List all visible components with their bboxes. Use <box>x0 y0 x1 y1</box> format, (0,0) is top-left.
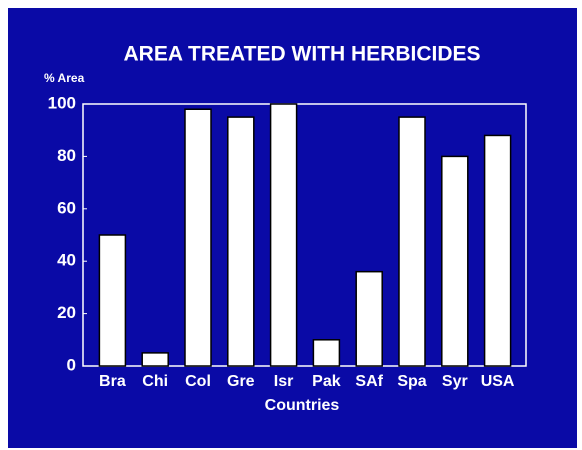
x-tick-label: Gre <box>227 373 255 390</box>
bar <box>98 234 127 367</box>
y-axis-label: % Area <box>44 71 85 85</box>
x-tick-label: Spa <box>397 373 426 390</box>
x-tick-label: Syr <box>442 373 468 390</box>
x-axis-label: Countries <box>265 397 340 414</box>
x-tick-label: USA <box>481 373 515 390</box>
bar <box>269 103 298 367</box>
bar <box>483 134 512 367</box>
y-tick-label: 80 <box>57 146 76 165</box>
y-tick-label: 100 <box>48 93 76 112</box>
x-tick-label: Chi <box>142 373 168 390</box>
y-tick-label: 60 <box>57 198 76 217</box>
x-tick-label: Pak <box>312 373 341 390</box>
x-tick-label: Isr <box>274 373 294 390</box>
x-tick-label: SAf <box>355 373 383 390</box>
bar <box>227 116 255 367</box>
x-tick-label: Bra <box>99 373 126 390</box>
bar <box>355 270 383 367</box>
bar <box>141 352 169 367</box>
chart-title: AREA TREATED WITH HERBICIDES <box>124 43 481 66</box>
y-tick-label: 0 <box>67 355 76 374</box>
x-tick-label: Col <box>185 373 211 390</box>
y-tick-label: 40 <box>57 251 76 270</box>
bar <box>312 339 341 367</box>
bar <box>441 155 469 367</box>
y-tick-label: 20 <box>57 303 76 322</box>
plot-frame <box>82 103 527 367</box>
bar <box>398 116 426 367</box>
bar <box>184 108 212 367</box>
